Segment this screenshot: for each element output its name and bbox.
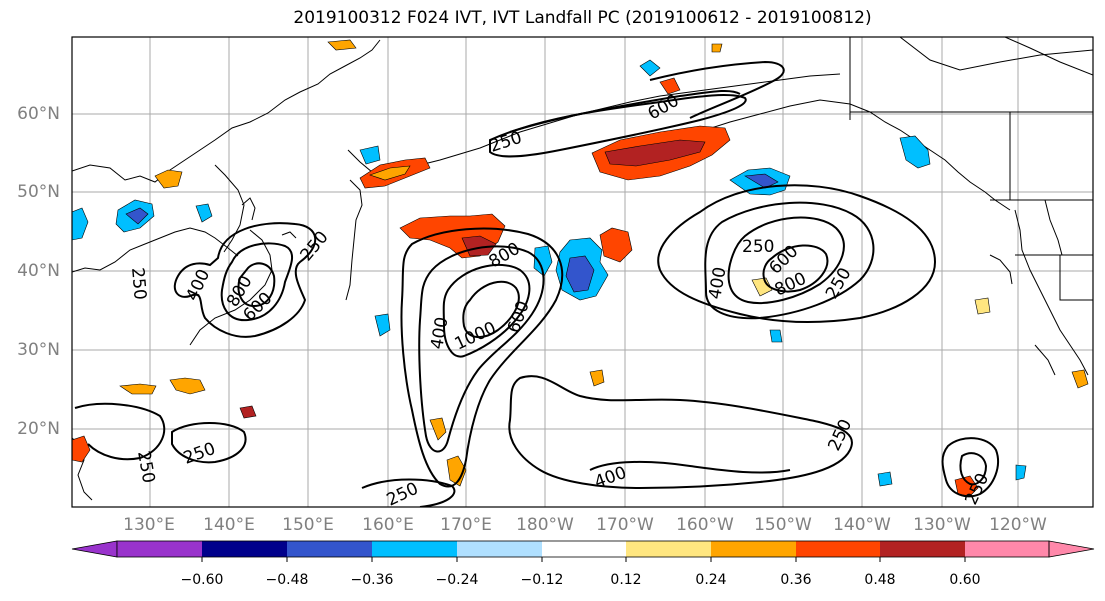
contour-label: 250 bbox=[384, 479, 422, 511]
colorbar-segment bbox=[711, 541, 796, 557]
lon-label-130w: 130°W bbox=[913, 515, 971, 535]
lon-label-180w: 180°W bbox=[516, 515, 574, 535]
colorbar-segment bbox=[202, 541, 287, 557]
colorbar-segment bbox=[542, 541, 626, 557]
colorbar-tick: 0.36 bbox=[780, 572, 812, 588]
contour-label: 250 bbox=[961, 470, 993, 508]
contour-label-group: 250 250 250 250 250 250 250 250 250 250 … bbox=[127, 91, 993, 511]
colorbar-extend-min bbox=[71, 540, 118, 558]
lon-label-140w: 140°W bbox=[833, 515, 891, 535]
colorbar-tick: −0.48 bbox=[265, 572, 309, 588]
contour-label: 250 bbox=[133, 449, 158, 484]
lat-label-50n: 50°N bbox=[17, 182, 60, 202]
lat-label-30n: 30°N bbox=[17, 340, 60, 360]
coastlines bbox=[72, 37, 1093, 501]
colorbar-tick: −0.12 bbox=[520, 572, 564, 588]
lon-label-120w: 120°W bbox=[989, 515, 1047, 535]
contour-label: 250 bbox=[487, 128, 524, 157]
colorbar-segment bbox=[457, 541, 542, 557]
contour-label: 400 bbox=[427, 315, 452, 350]
ivt-contours bbox=[74, 60, 999, 507]
lat-label-60n: 60°N bbox=[17, 104, 60, 124]
colorbar bbox=[71, 540, 1095, 562]
lat-label-40n: 40°N bbox=[17, 261, 60, 281]
contour-label: 400 bbox=[182, 266, 214, 304]
map-frame bbox=[71, 36, 1094, 508]
contour-label: 250 bbox=[181, 439, 218, 469]
lon-label-170w: 170°W bbox=[596, 515, 654, 535]
colorbar-tick: 0.24 bbox=[695, 572, 727, 588]
colorbar-tick: −0.60 bbox=[180, 572, 224, 588]
colorbar-segment bbox=[880, 541, 965, 557]
lon-label-160w: 160°W bbox=[676, 515, 734, 535]
colorbar-segment bbox=[287, 541, 372, 557]
contour-label: 600 bbox=[504, 298, 534, 335]
colorbar-segment bbox=[372, 541, 457, 557]
lat-label-20n: 20°N bbox=[17, 419, 60, 439]
colorbar-tick: −0.24 bbox=[435, 572, 479, 588]
colorbar-extend-max bbox=[1048, 540, 1095, 558]
colorbar-segment bbox=[626, 541, 711, 557]
contour-label: 250 bbox=[742, 237, 774, 257]
lon-label-160e: 160°E bbox=[362, 515, 414, 535]
contour-label: 1000 bbox=[452, 318, 500, 354]
lon-label-150e: 150°E bbox=[282, 515, 334, 535]
colorbar-tick: 0.60 bbox=[949, 572, 981, 588]
lon-label-130e: 130°E bbox=[123, 515, 175, 535]
contour-label: 250 bbox=[127, 267, 150, 301]
colorbar-segment bbox=[117, 541, 202, 557]
contour-label: 250 bbox=[822, 264, 856, 302]
lon-label-150w: 150°W bbox=[754, 515, 812, 535]
map-title: 2019100312 F024 IVT, IVT Landfall PC (20… bbox=[293, 8, 872, 28]
colorbar-segment bbox=[796, 541, 880, 557]
colorbar-tick: 0.12 bbox=[610, 572, 642, 588]
anomaly-shading bbox=[72, 39, 1089, 497]
map-area: 250 250 250 250 250 250 250 250 250 250 … bbox=[72, 37, 1093, 511]
lon-label-140e: 140°E bbox=[203, 515, 255, 535]
colorbar-tick: −0.36 bbox=[350, 572, 394, 588]
contour-label: 400 bbox=[705, 265, 730, 300]
lon-label-170e: 170°E bbox=[440, 515, 492, 535]
colorbar-tick: 0.48 bbox=[864, 572, 896, 588]
colorbar-segment bbox=[965, 541, 1049, 557]
